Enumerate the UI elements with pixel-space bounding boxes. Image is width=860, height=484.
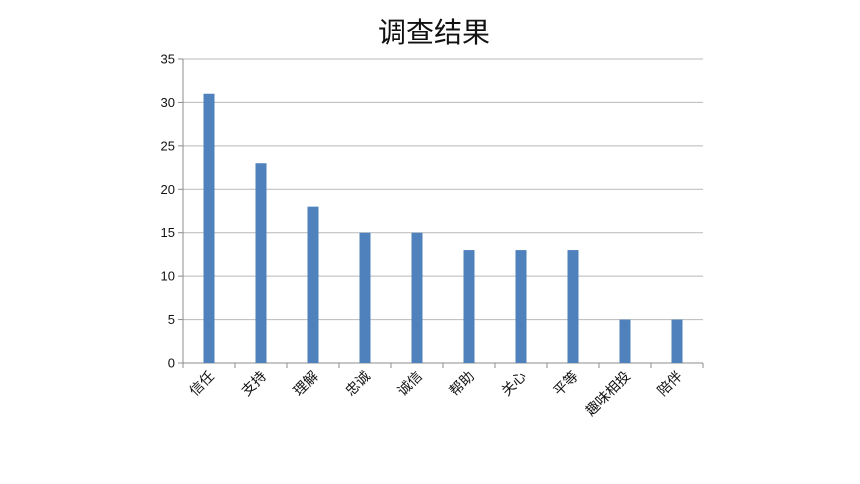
- y-tick-label: 0: [168, 356, 175, 371]
- bar-4: [411, 232, 423, 363]
- bar-1: [255, 163, 267, 363]
- y-tick-label: 20: [161, 182, 175, 197]
- y-tick-label: 10: [161, 269, 175, 284]
- y-tick-label: 5: [168, 312, 175, 327]
- y-tick-label: 35: [161, 52, 175, 67]
- x-tick-label: 诚信: [395, 369, 426, 400]
- bar-3: [359, 232, 371, 363]
- gridlines: [183, 58, 703, 321]
- y-tick-label: 15: [161, 225, 175, 240]
- x-tick-label: 陪伴: [655, 369, 686, 400]
- bar-9: [671, 319, 683, 363]
- x-tick-label: 趣味相投: [583, 369, 634, 420]
- bars: [203, 93, 683, 363]
- bar-7: [567, 250, 579, 363]
- bar-6: [515, 250, 527, 363]
- bar-8: [619, 319, 631, 363]
- bar-2: [307, 206, 319, 363]
- bar-0: [203, 93, 215, 363]
- bar-5: [463, 250, 475, 363]
- x-tick-label: 忠诚: [343, 369, 374, 400]
- y-tick-label: 30: [161, 95, 175, 110]
- y-tick-label: 25: [161, 138, 175, 153]
- y-tick-labels: 0 5 10 15 20 25 30 35: [161, 52, 175, 371]
- x-tick-label: 理解: [291, 369, 322, 400]
- axes: [178, 58, 704, 368]
- x-tick-label: 帮助: [447, 369, 478, 400]
- x-tick-label: 关心: [499, 369, 530, 400]
- chart-title: 调查结果: [378, 16, 490, 49]
- x-tick-labels: 信任 支持 理解 忠诚 诚信 帮助 关心 平等 趣味相投 陪伴: [187, 368, 686, 420]
- x-tick-label: 支持: [239, 369, 270, 400]
- x-tick-label: 平等: [550, 368, 582, 400]
- x-tick-label: 信任: [187, 369, 218, 400]
